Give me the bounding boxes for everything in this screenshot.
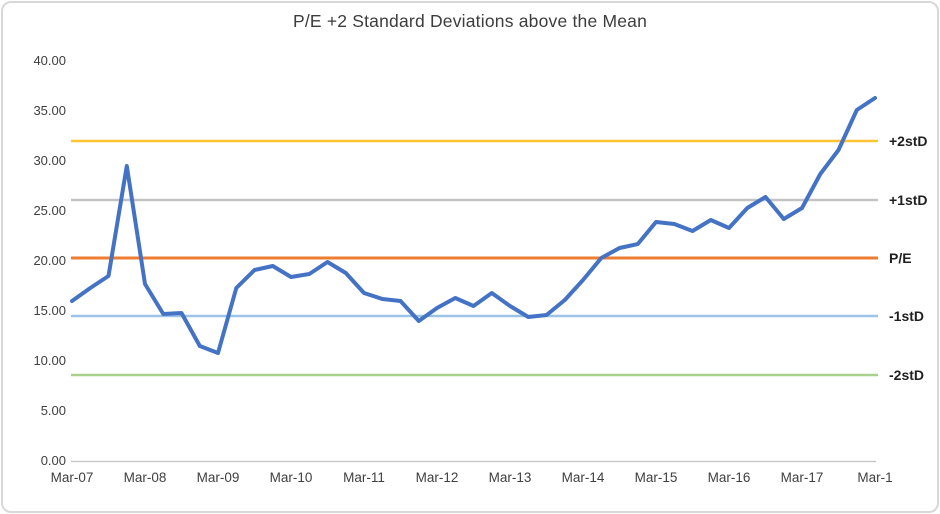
- x-axis-tick-label: Mar-09: [197, 470, 240, 485]
- ref-line-label-+2stD: +2stD: [889, 133, 928, 149]
- y-axis-tick-label: 0.00: [41, 453, 66, 468]
- y-axis-tick-label: 25.00: [33, 203, 66, 218]
- x-axis-tick-label: Mar-13: [489, 470, 532, 485]
- x-axis-tick-label: Mar-1: [857, 470, 892, 485]
- y-axis-tick-label: 30.00: [33, 153, 66, 168]
- x-axis-tick-label: Mar-11: [343, 470, 385, 485]
- x-axis-tick-label: Mar-07: [51, 470, 94, 485]
- y-axis-tick-label: 40.00: [33, 53, 66, 68]
- x-axis-tick-label: Mar-15: [635, 470, 678, 485]
- y-axis-tick-label: 10.00: [33, 353, 66, 368]
- x-axis-tick-label: Mar-12: [416, 470, 459, 485]
- y-axis-tick-label: 5.00: [41, 403, 66, 418]
- chart-title: P/E +2 Standard Deviations above the Mea…: [292, 11, 648, 31]
- x-axis-tick-label: Mar-08: [124, 470, 167, 485]
- x-axis-tick-label: Mar-16: [708, 470, 751, 485]
- x-axis-tick-label: Mar-10: [270, 470, 313, 485]
- ref-line-label-P/E: P/E: [889, 250, 912, 266]
- y-axis-tick-label: 20.00: [33, 253, 66, 268]
- pe-series-line: [70, 96, 877, 355]
- x-axis-tick-label: Mar-17: [781, 470, 824, 485]
- ref-line-label--1stD: -1stD: [889, 308, 924, 324]
- y-axis-tick-label: 35.00: [33, 103, 66, 118]
- y-axis-tick-label: 15.00: [33, 303, 66, 318]
- x-axis-tick-label: Mar-14: [562, 470, 605, 485]
- ref-line-label-+1stD: +1stD: [889, 192, 928, 208]
- ref-line-label--2stD: -2stD: [889, 367, 924, 383]
